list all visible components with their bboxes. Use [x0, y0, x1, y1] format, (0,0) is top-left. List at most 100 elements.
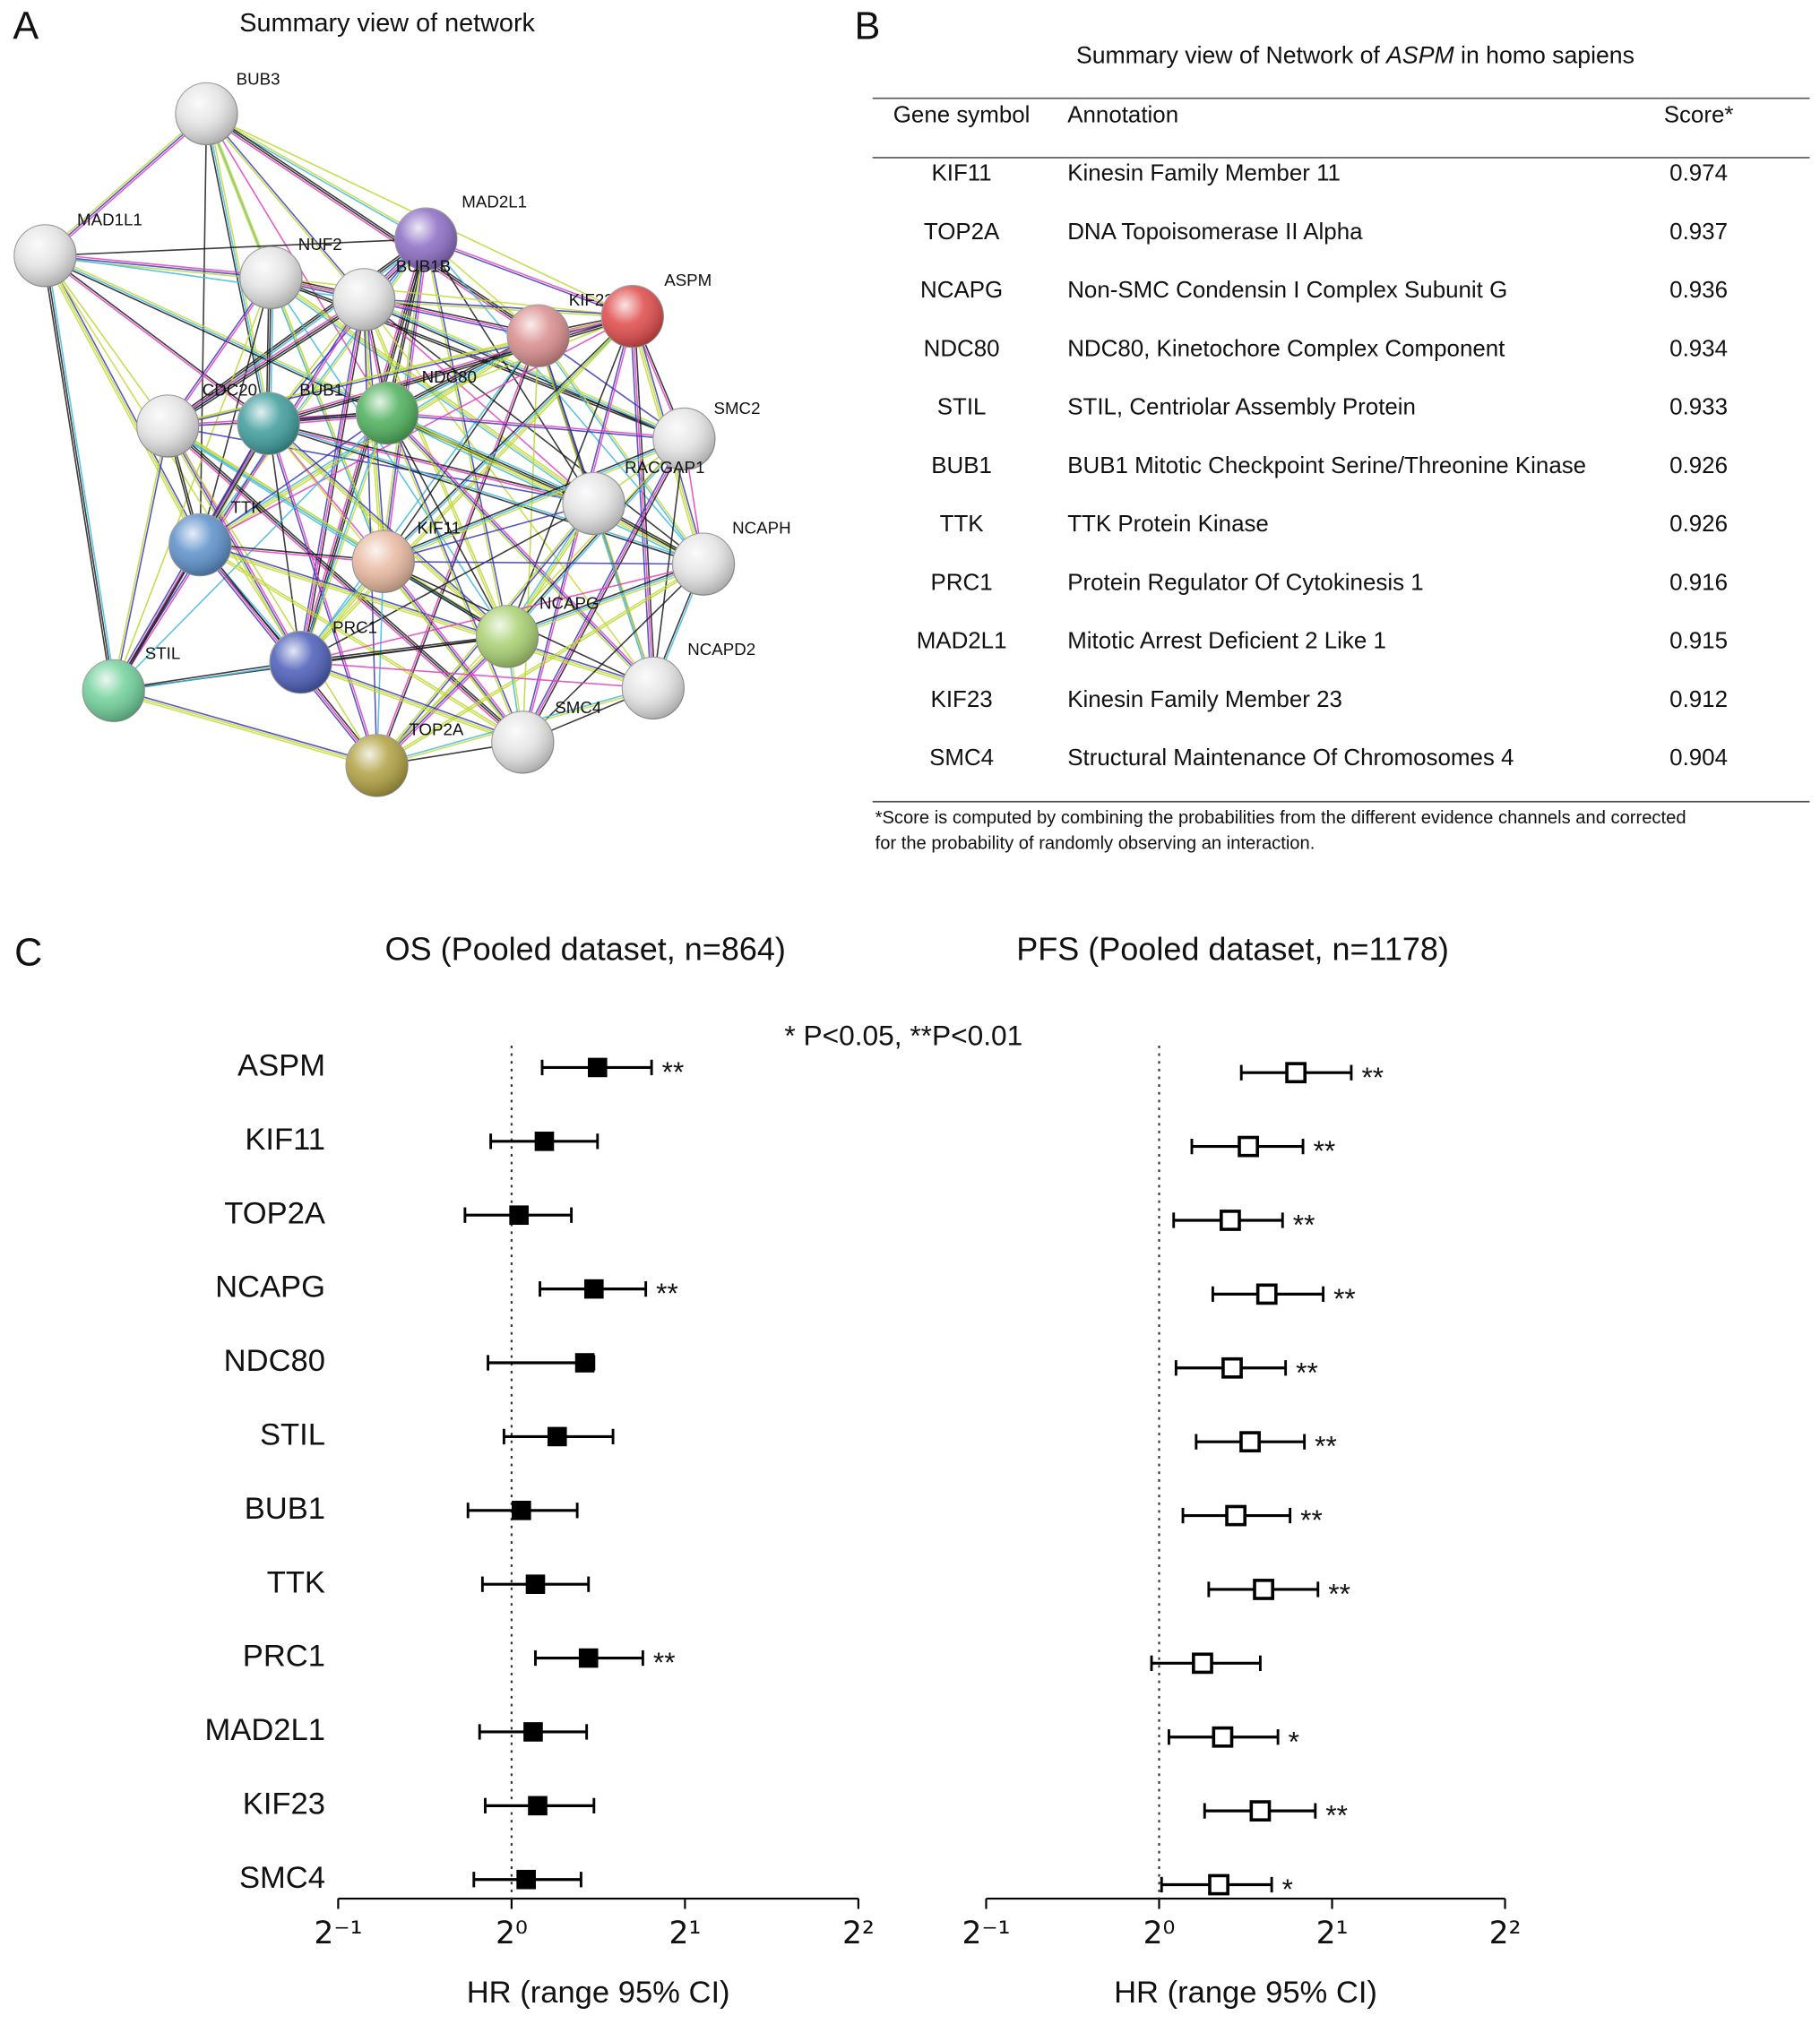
node-label: NCAPH — [732, 519, 791, 538]
network-edge — [375, 563, 703, 766]
table-header: Annotation — [1067, 103, 1178, 128]
network-edge — [271, 274, 539, 335]
network-edge — [382, 436, 684, 561]
node-label: KIF11 — [417, 519, 461, 538]
network-edge — [206, 112, 366, 300]
category-label: NCAPG — [215, 1270, 325, 1305]
table-title-part: Summary view of Network of — [1076, 42, 1386, 69]
annotation: DNA Topoisomerase II Alpha — [1067, 220, 1363, 245]
network-edge — [114, 299, 366, 692]
hr-point — [1225, 1504, 1247, 1527]
table-body: KIF11 Kinesin Family Member 11 0.974 TOP2A D… — [917, 161, 1728, 771]
annotation: NDC80, Kinetochore Complex Component — [1067, 336, 1505, 361]
category-label: TTK — [267, 1565, 325, 1599]
network-edge — [383, 438, 685, 563]
network-edge — [167, 426, 378, 766]
network-edge — [199, 335, 539, 546]
gene-symbol: KIF11 — [932, 161, 992, 186]
network-edge — [207, 111, 540, 335]
network-edge — [268, 424, 703, 566]
gene-symbol: SMC4 — [929, 745, 994, 771]
annotation: TTK Protein Kinase — [1067, 512, 1269, 537]
network-edge — [632, 316, 654, 688]
network-edge — [270, 277, 508, 637]
network-edge — [44, 113, 207, 257]
network-edge — [113, 690, 377, 767]
node-label: TTK — [230, 498, 263, 517]
network-edge — [42, 255, 113, 692]
significance-label: ** — [653, 1646, 676, 1678]
network-edge — [168, 424, 509, 637]
network-edge — [522, 564, 704, 744]
node-label: NDC80 — [422, 367, 477, 386]
network-edge — [114, 426, 170, 692]
annotation: Kinesin Family Member 11 — [1067, 161, 1341, 186]
network-edge — [362, 299, 507, 638]
gene-symbol: TOP2A — [924, 220, 1000, 245]
network-edge — [167, 425, 523, 744]
network-edge — [112, 692, 377, 769]
node-gloss — [394, 208, 457, 271]
node-gloss — [491, 711, 554, 774]
category-label: BUB1 — [245, 1492, 325, 1526]
network-edge — [165, 426, 300, 664]
network-edge — [425, 238, 704, 565]
node-gloss — [507, 305, 570, 367]
network-edge — [268, 424, 594, 505]
table-header: Gene symbol — [893, 103, 1031, 128]
node-gloss — [346, 734, 409, 797]
network-edge — [168, 239, 428, 429]
network-edge — [522, 438, 686, 743]
x-tick-label: 2¹ — [668, 1916, 701, 1951]
network-edge — [205, 113, 270, 424]
network-edge — [507, 565, 705, 640]
network-edge — [363, 298, 595, 504]
table-title-gene: ASPM — [1384, 42, 1454, 69]
significance-label: ** — [1296, 1356, 1318, 1388]
node-label: TOP2A — [409, 719, 464, 738]
annotation: Non-SMC Condensin I Complex Subunit G — [1067, 278, 1507, 303]
network-edge — [388, 410, 656, 687]
network-edge — [168, 424, 525, 742]
network-edge — [506, 561, 703, 635]
network-edge — [299, 335, 539, 663]
node-label: ASPM — [664, 271, 712, 289]
network-edge — [199, 546, 653, 691]
node-gloss — [352, 530, 415, 593]
significance-label: ** — [1314, 1134, 1336, 1167]
network-edge — [267, 423, 302, 663]
hr-point — [1239, 1431, 1261, 1453]
annotation: STIL, Centriolar Assembly Protein — [1067, 395, 1416, 420]
network-edge — [206, 112, 427, 239]
network-edge — [271, 277, 633, 317]
network-edge — [113, 660, 301, 691]
score: 0.926 — [1669, 512, 1728, 537]
network-edge — [46, 115, 209, 258]
network-edge — [113, 662, 301, 693]
node-gloss — [175, 82, 238, 145]
network-edge — [266, 423, 377, 766]
network-edge — [386, 412, 508, 637]
significance-label: ** — [1300, 1503, 1323, 1536]
node-gloss — [237, 392, 300, 455]
network-edge — [204, 114, 364, 301]
network-edge — [201, 337, 540, 547]
node-gloss — [270, 631, 332, 693]
network-edge — [300, 634, 508, 662]
network-edge — [386, 315, 634, 414]
score: 0.974 — [1669, 161, 1728, 186]
panel-label: B — [855, 4, 881, 47]
score: 0.916 — [1669, 570, 1728, 595]
network-edge — [300, 316, 634, 664]
node-gloss — [136, 394, 199, 458]
hr-point — [1285, 1062, 1307, 1084]
network-edge — [269, 421, 510, 636]
category-label: MAD2L1 — [205, 1713, 325, 1747]
x-tick-label: 2⁰ — [1143, 1916, 1176, 1951]
node-label: BUB1 — [299, 381, 343, 400]
hr-point — [1255, 1283, 1278, 1305]
significance-label: ** — [1315, 1430, 1337, 1462]
hr-point — [534, 1132, 555, 1151]
score: 0.936 — [1669, 278, 1728, 303]
network-edge — [386, 412, 594, 504]
